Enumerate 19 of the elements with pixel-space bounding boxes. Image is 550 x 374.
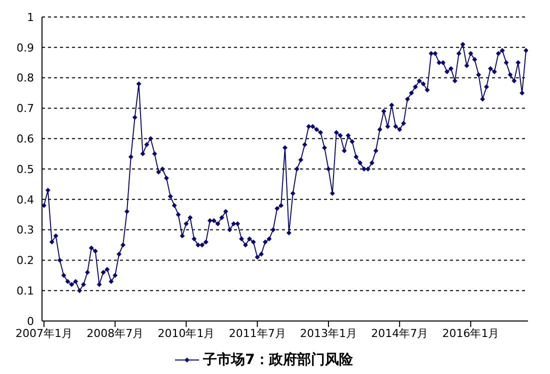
x-tick-label: 2010年1月 xyxy=(158,326,215,340)
y-tick-label: 0.7 xyxy=(16,102,34,116)
y-tick-label: 0.6 xyxy=(16,132,34,146)
y-tick-label: 0.1 xyxy=(16,284,34,298)
x-tick-label: 2007年1月 xyxy=(15,326,72,340)
y-tick-label: 0 xyxy=(27,314,34,328)
y-tick-label: 0.8 xyxy=(16,72,34,85)
y-tick-label: 0.5 xyxy=(16,162,34,176)
y-tick-label: 0.2 xyxy=(16,254,34,268)
x-tick-label: 2008年7月 xyxy=(86,326,144,340)
x-tick-label: 2016年1月 xyxy=(442,326,500,340)
y-tick-label: 1 xyxy=(27,10,34,24)
y-tick-label: 0.3 xyxy=(16,224,34,237)
legend-label: 子市场7：政府部门风险 xyxy=(203,351,353,369)
y-tick-label: 0.9 xyxy=(16,41,34,54)
x-tick-label: 2013年1月 xyxy=(300,326,357,340)
x-tick-label: 2014年7月 xyxy=(371,326,428,340)
y-tick-label: 0.4 xyxy=(16,193,34,206)
x-tick-label: 2011年7月 xyxy=(228,326,286,340)
